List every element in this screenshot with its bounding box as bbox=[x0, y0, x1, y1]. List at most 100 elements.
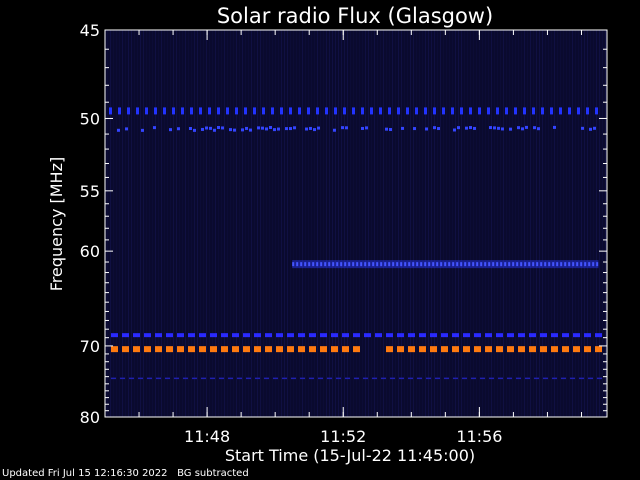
dotted-band-mark bbox=[532, 107, 535, 115]
dotted-band-mark bbox=[424, 107, 427, 115]
thin-band-mark bbox=[282, 377, 287, 380]
enhanced-band-mark bbox=[500, 262, 503, 267]
noise-streak bbox=[230, 30, 231, 417]
thin-band-mark bbox=[156, 377, 161, 380]
dashed-band-mark bbox=[243, 346, 250, 353]
noisy-band-mark bbox=[309, 126, 312, 130]
dashed-band-mark bbox=[210, 333, 217, 338]
noisy-band-mark bbox=[361, 126, 364, 130]
noise-streak bbox=[272, 30, 273, 417]
noise-streak bbox=[260, 30, 261, 417]
noise-streak bbox=[482, 30, 483, 417]
dashed-band-mark bbox=[529, 346, 536, 353]
noise-streak bbox=[236, 30, 237, 417]
enhanced-band-mark bbox=[300, 262, 303, 267]
noise-streak bbox=[374, 30, 375, 417]
dotted-band-mark bbox=[334, 107, 337, 115]
noisy-band-mark bbox=[385, 127, 388, 131]
noise-streak bbox=[263, 30, 264, 417]
dashed-band-mark bbox=[320, 346, 327, 353]
bg-note: BG subtracted bbox=[177, 468, 249, 479]
dotted-band-mark bbox=[379, 107, 382, 115]
enhanced-band-mark bbox=[552, 262, 555, 267]
dotted-band-mark bbox=[118, 107, 121, 115]
dashed-band-mark bbox=[309, 333, 316, 338]
thin-band-mark bbox=[183, 377, 188, 380]
noise-streak bbox=[605, 30, 606, 417]
noisy-band-mark bbox=[537, 127, 540, 131]
noisy-band-mark bbox=[285, 127, 288, 131]
noisy-band-mark bbox=[169, 128, 172, 132]
noise-streak bbox=[251, 30, 252, 417]
enhanced-band-mark bbox=[548, 262, 551, 267]
noise-streak bbox=[113, 30, 114, 417]
dashed-band-mark bbox=[265, 333, 272, 338]
thin-band-mark bbox=[561, 377, 566, 380]
noise-streak bbox=[494, 30, 495, 417]
noise-streak bbox=[317, 30, 318, 417]
noise-streak bbox=[209, 30, 210, 417]
noise-streak bbox=[215, 30, 216, 417]
x-axis: 11:48 11:52 11:56 bbox=[138, 30, 582, 446]
enhanced-band-mark bbox=[536, 262, 539, 267]
dashed-band-mark bbox=[540, 346, 547, 353]
noise-streak bbox=[137, 30, 138, 417]
dashed-band-mark bbox=[573, 333, 580, 338]
noise-streak bbox=[407, 30, 408, 417]
noise-streak bbox=[530, 30, 531, 417]
thin-band-mark bbox=[462, 377, 467, 380]
noise-streak bbox=[359, 30, 360, 417]
noise-streak bbox=[476, 30, 477, 417]
enhanced-band-mark bbox=[388, 262, 391, 267]
dotted-band-mark bbox=[352, 107, 355, 115]
noisy-band-mark bbox=[589, 127, 592, 131]
noise-streak bbox=[122, 30, 123, 417]
noise-streak bbox=[386, 30, 387, 417]
noise-streak bbox=[239, 30, 240, 417]
noise-streak bbox=[341, 30, 342, 417]
thin-band-mark bbox=[174, 377, 179, 380]
thin-band-mark bbox=[408, 377, 413, 380]
noise-streak bbox=[170, 30, 171, 417]
thin-band-mark bbox=[354, 377, 359, 380]
dashed-band-mark bbox=[485, 346, 492, 353]
enhanced-band-mark bbox=[408, 262, 411, 267]
noise-streak bbox=[512, 30, 513, 417]
dashed-band-mark bbox=[595, 346, 602, 353]
dashed-band-mark bbox=[397, 346, 404, 353]
noisy-band-mark bbox=[305, 127, 308, 131]
dashed-band-mark bbox=[562, 346, 569, 353]
dashed-band-mark bbox=[518, 346, 525, 353]
thin-band-mark bbox=[165, 377, 170, 380]
dotted-band-mark bbox=[154, 107, 157, 115]
enhanced-band-mark bbox=[464, 262, 467, 267]
dotted-band-mark bbox=[307, 107, 310, 115]
dashed-band-mark bbox=[254, 346, 261, 353]
enhanced-band-mark bbox=[304, 262, 307, 267]
noisy-band-mark bbox=[233, 128, 236, 132]
noisy-band-mark bbox=[213, 128, 216, 132]
enhanced-band-mark bbox=[348, 262, 351, 267]
noisy-band-mark bbox=[553, 125, 556, 129]
enhanced-band-mark bbox=[588, 262, 591, 267]
enhanced-band-mark bbox=[440, 262, 443, 267]
noisy-band-mark bbox=[509, 127, 512, 131]
noise-streak bbox=[194, 30, 195, 417]
dotted-band-mark bbox=[298, 107, 301, 115]
dashed-band-mark bbox=[584, 346, 591, 353]
enhanced-band-mark bbox=[524, 262, 527, 267]
dotted-band-mark bbox=[127, 107, 130, 115]
noisy-band-mark bbox=[433, 126, 436, 130]
dashed-band-mark bbox=[551, 333, 558, 338]
noise-streak bbox=[353, 30, 354, 417]
thin-band-mark bbox=[498, 377, 503, 380]
thin-band-mark bbox=[147, 377, 152, 380]
noise-streak bbox=[497, 30, 498, 417]
noise-streak bbox=[467, 30, 468, 417]
noise-streak bbox=[212, 30, 213, 417]
thin-band-mark bbox=[516, 377, 521, 380]
dotted-band-mark bbox=[109, 107, 112, 115]
noise-streak bbox=[227, 30, 228, 417]
noise-streak bbox=[587, 30, 588, 417]
dotted-band-mark bbox=[325, 107, 328, 115]
